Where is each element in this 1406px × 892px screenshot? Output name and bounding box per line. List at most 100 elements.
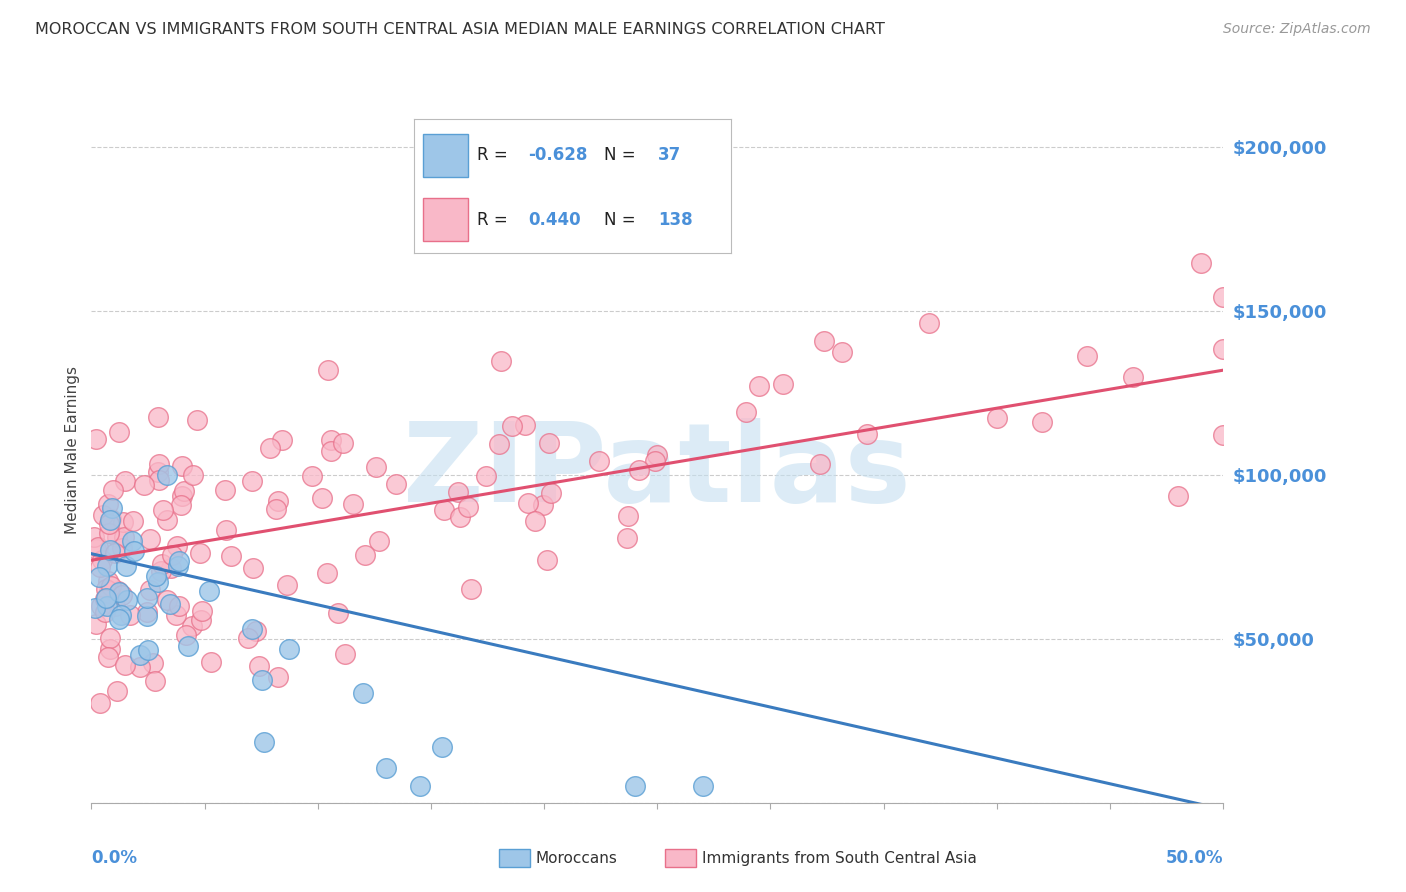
Point bbox=[1189, 256, 1212, 270]
Point bbox=[111, 541, 134, 556]
Point bbox=[240, 622, 263, 636]
Point bbox=[132, 478, 155, 492]
Point bbox=[748, 379, 770, 393]
Point bbox=[813, 334, 835, 348]
Point bbox=[90, 599, 112, 614]
Point bbox=[98, 526, 121, 541]
Point bbox=[145, 569, 167, 583]
Point bbox=[240, 474, 263, 488]
Text: 50.0%: 50.0% bbox=[1166, 848, 1223, 867]
Point bbox=[831, 345, 853, 359]
Point bbox=[177, 639, 200, 653]
Point bbox=[104, 599, 127, 613]
Point bbox=[489, 354, 512, 368]
Point bbox=[111, 588, 134, 602]
Point bbox=[332, 436, 354, 450]
Text: MOROCCAN VS IMMIGRANTS FROM SOUTH CENTRAL ASIA MEDIAN MALE EARNINGS CORRELATION : MOROCCAN VS IMMIGRANTS FROM SOUTH CENTRA… bbox=[35, 22, 884, 37]
Point bbox=[148, 473, 170, 487]
Point bbox=[142, 656, 165, 670]
Point bbox=[112, 516, 135, 530]
Point bbox=[166, 539, 188, 553]
Point bbox=[94, 605, 117, 619]
Point bbox=[277, 642, 299, 657]
Point bbox=[96, 574, 118, 589]
Point bbox=[118, 608, 141, 623]
Text: Source: ZipAtlas.com: Source: ZipAtlas.com bbox=[1223, 22, 1371, 37]
Point bbox=[97, 517, 120, 532]
Point bbox=[108, 425, 131, 440]
Y-axis label: Median Male Earnings: Median Male Earnings bbox=[65, 367, 80, 534]
Point bbox=[353, 548, 375, 562]
Point bbox=[772, 377, 794, 392]
Point bbox=[96, 599, 118, 613]
Point bbox=[735, 405, 758, 419]
Point bbox=[108, 585, 131, 599]
Point bbox=[644, 454, 666, 468]
Point bbox=[150, 564, 173, 578]
Point bbox=[115, 593, 138, 607]
Point bbox=[301, 469, 323, 483]
Point bbox=[321, 443, 343, 458]
Point bbox=[159, 561, 181, 575]
Point bbox=[238, 631, 260, 645]
Point bbox=[242, 560, 264, 574]
Point bbox=[135, 591, 157, 605]
Point bbox=[264, 502, 287, 516]
Point bbox=[1167, 489, 1189, 503]
Point bbox=[136, 642, 159, 657]
Point bbox=[115, 559, 138, 574]
Point bbox=[89, 560, 111, 574]
Point bbox=[169, 599, 191, 613]
Point bbox=[156, 592, 179, 607]
Point bbox=[97, 649, 120, 664]
Point bbox=[316, 363, 339, 377]
Point bbox=[215, 523, 238, 537]
Point bbox=[855, 427, 877, 442]
Point bbox=[449, 510, 471, 524]
Point bbox=[100, 512, 122, 526]
Point bbox=[616, 531, 638, 545]
Text: Immigrants from South Central Asia: Immigrants from South Central Asia bbox=[702, 851, 977, 865]
Point bbox=[342, 497, 364, 511]
Point bbox=[96, 559, 118, 574]
Point bbox=[83, 530, 105, 544]
Text: 0.0%: 0.0% bbox=[91, 848, 138, 867]
Point bbox=[107, 683, 129, 698]
Point bbox=[188, 545, 211, 559]
Point bbox=[374, 761, 396, 775]
Point bbox=[253, 734, 276, 748]
Point bbox=[536, 553, 558, 567]
Point bbox=[1031, 416, 1053, 430]
Text: Moroccans: Moroccans bbox=[536, 851, 617, 865]
Point bbox=[245, 624, 267, 639]
Point bbox=[692, 780, 714, 794]
Point bbox=[84, 601, 107, 615]
Point bbox=[128, 659, 150, 673]
Point bbox=[94, 592, 117, 607]
Point bbox=[319, 434, 342, 448]
Point bbox=[186, 413, 208, 427]
Point bbox=[200, 656, 222, 670]
Point bbox=[198, 584, 221, 599]
Point bbox=[148, 457, 170, 471]
Point bbox=[270, 433, 292, 447]
Point bbox=[180, 618, 202, 632]
Point bbox=[252, 673, 274, 688]
Point bbox=[107, 584, 129, 599]
Point bbox=[139, 582, 162, 597]
Point bbox=[169, 498, 191, 512]
Point bbox=[1212, 428, 1234, 442]
Point bbox=[174, 628, 197, 642]
Point bbox=[139, 532, 162, 546]
Point bbox=[108, 612, 131, 626]
Point bbox=[94, 591, 117, 606]
Point bbox=[316, 566, 339, 581]
Point bbox=[148, 409, 170, 424]
Point bbox=[181, 468, 204, 483]
Point bbox=[918, 316, 941, 330]
Point bbox=[122, 544, 145, 558]
Point bbox=[460, 582, 482, 596]
Point bbox=[173, 484, 195, 499]
Point bbox=[110, 607, 132, 622]
Point bbox=[98, 642, 121, 657]
